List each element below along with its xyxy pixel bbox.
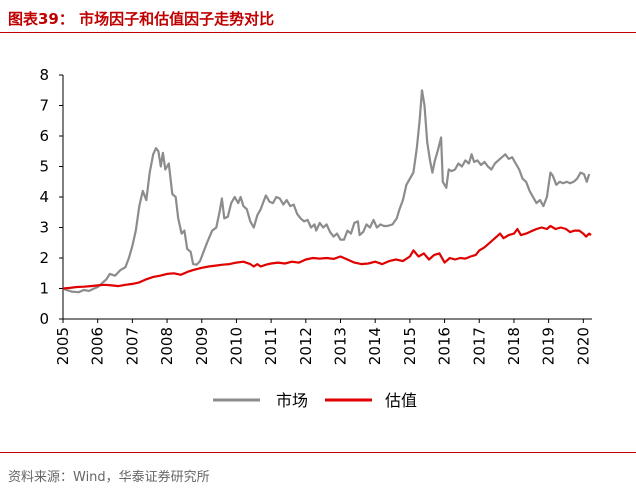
x-tick-label: 2006	[89, 327, 107, 365]
x-tick-label: 2008	[158, 327, 176, 365]
y-tick-label: 2	[39, 249, 49, 267]
chart-axes	[59, 74, 592, 323]
legend-label-valuation: 估值	[385, 391, 417, 410]
chart-header: 图表39： 市场因子和估值因子走势对比	[0, 0, 636, 36]
x-tick-label: 2009	[193, 327, 211, 365]
footer-divider	[0, 452, 636, 453]
x-tick-label: 2007	[123, 327, 141, 365]
x-axis-tick-labels: 2005 2006 2007 2008 2009 2010 2011 2012 2013 2014…	[54, 327, 592, 365]
series-line-valuation	[62, 224, 592, 290]
x-tick-label: 2018	[505, 327, 523, 365]
x-tick-label: 2012	[297, 327, 315, 365]
x-tick-label: 2005	[54, 327, 72, 365]
x-tick-label: 2015	[401, 327, 419, 365]
y-tick-label: 4	[39, 188, 49, 206]
x-tick-label: 2016	[436, 327, 454, 365]
x-tick-label: 2014	[366, 327, 384, 365]
x-tick-label: 2017	[470, 327, 488, 365]
source-note: 资料来源：Wind，华泰证券研究所	[8, 470, 210, 485]
x-tick-label: 2013	[332, 327, 350, 365]
header-divider	[0, 32, 636, 33]
y-tick-label: 0	[39, 310, 49, 328]
series-lines	[62, 89, 592, 294]
x-tick-label: 2011	[262, 327, 280, 365]
y-axis-tick-labels: 0 1 2 3 4 5 6 7 8	[39, 66, 49, 328]
y-tick-label: 8	[39, 66, 49, 84]
x-tick-label: 2019	[540, 327, 558, 365]
legend-label-market: 市场	[276, 391, 308, 410]
y-tick-label: 7	[39, 97, 49, 115]
y-tick-label: 5	[39, 158, 49, 176]
chart-title: 图表39： 市场因子和估值因子走势对比	[8, 10, 275, 28]
x-tick-label: 2020	[574, 327, 592, 365]
x-tick-label: 2010	[227, 327, 245, 365]
y-tick-label: 6	[39, 127, 49, 145]
chart-legend: 市场 估值	[213, 391, 417, 410]
series-line-market	[62, 89, 591, 294]
y-tick-label: 3	[39, 219, 49, 237]
y-tick-label: 1	[39, 280, 49, 298]
